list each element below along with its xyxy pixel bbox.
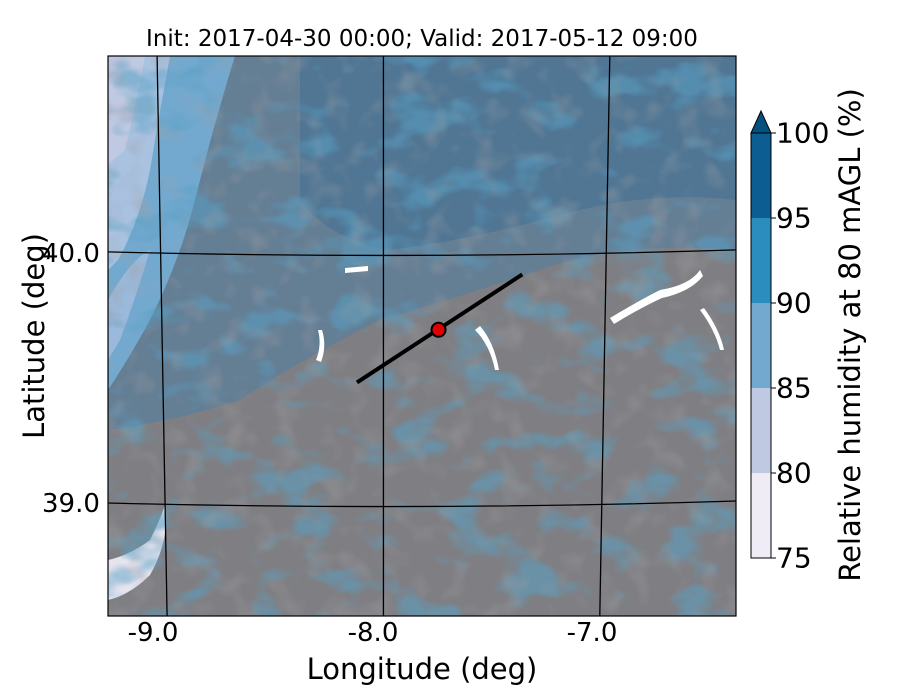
colorbar-frame [750, 132, 772, 559]
colorbar-extend-arrow [750, 109, 772, 134]
parallel-line [107, 249, 737, 257]
y-tick-label: 39.0 [42, 489, 100, 519]
colorbar-label: Relative humidity at 80 mAGL (%) [833, 88, 867, 582]
colorbar-segment [751, 303, 771, 388]
colorbar-segment [751, 133, 771, 218]
graticule [107, 55, 737, 617]
parallel-line [107, 500, 737, 508]
colorbar-tick-label: 95 [776, 201, 812, 235]
map-overlay [355, 272, 524, 385]
colorbar-segment [751, 218, 771, 303]
colorbar-segment [751, 388, 771, 473]
x-tick-label: -7.0 [566, 618, 618, 648]
chart-title: Init: 2017-04-30 00:00; Valid: 2017-05-1… [146, 26, 698, 52]
x-tick-label: -8.0 [347, 618, 399, 648]
y-tick-label: 40.0 [42, 239, 100, 269]
meridian-line [599, 55, 611, 617]
river-mask [610, 270, 703, 324]
colorbar-tick-label: 90 [776, 286, 812, 320]
colorbar [750, 109, 776, 559]
plot-frame [107, 55, 737, 617]
colorbar-tick-label: 75 [776, 541, 812, 575]
colorbar-tick-label: 100 [776, 116, 830, 150]
colorbar-tick-label: 80 [776, 456, 812, 490]
location-marker [430, 321, 447, 338]
x-tick-label: -9.0 [127, 618, 179, 648]
colorbar-tick-label: 85 [776, 371, 812, 405]
colorbar-segment [751, 473, 771, 558]
map-field [108, 56, 736, 616]
x-axis-label: Longitude (deg) [306, 652, 538, 686]
meridian-line [156, 55, 168, 617]
